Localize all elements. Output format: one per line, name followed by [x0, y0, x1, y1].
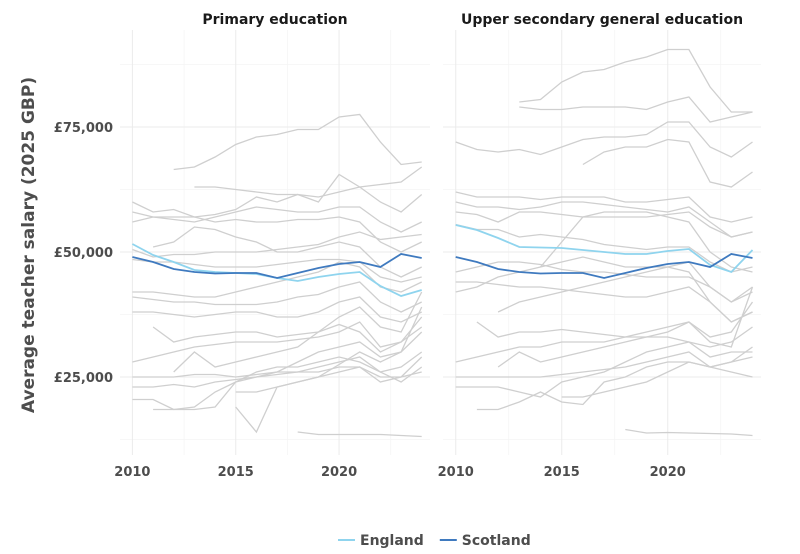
legend: England Scotland	[338, 533, 531, 549]
other-country-line	[455, 346, 753, 378]
panel-title: Primary education	[202, 12, 347, 28]
other-country-line	[455, 191, 753, 223]
other-country-line	[519, 48, 753, 113]
other-country-line	[153, 356, 423, 411]
x-tick-label: 2020	[650, 465, 686, 480]
other-country-line	[561, 356, 753, 398]
scotland-line	[455, 253, 753, 279]
other-country-line	[132, 366, 422, 388]
panel-primary: 2010 2015 2020 Primary education	[114, 12, 430, 480]
y-axis-title: Average teacher salary (2025 GBP)	[19, 77, 39, 413]
other-country-line	[173, 113, 422, 171]
other-country-line	[173, 291, 423, 373]
scotland-line	[132, 253, 422, 279]
other-country-line	[455, 201, 753, 238]
other-country-line	[152, 323, 423, 353]
other-country-line	[519, 96, 753, 123]
other-country-line	[455, 256, 753, 323]
other-country-line	[497, 286, 754, 368]
other-country-line	[455, 211, 753, 238]
y-tick-label: £75,000	[54, 121, 113, 136]
other-country-line	[625, 428, 753, 437]
other-country-line	[540, 211, 753, 273]
x-tick-label: 2020	[321, 465, 357, 480]
x-tick-label: 2010	[438, 465, 474, 480]
other-country-line	[132, 296, 422, 323]
other-country-line	[455, 341, 753, 398]
other-country-line	[235, 306, 423, 393]
other-country-line	[582, 138, 753, 188]
other-country-line	[132, 173, 423, 218]
other-country-line	[235, 356, 423, 434]
other-country-line	[297, 431, 422, 438]
england-line	[455, 224, 754, 274]
other-country-line	[132, 331, 423, 411]
legend-label-england: England	[360, 533, 424, 549]
other-country-line	[132, 206, 422, 233]
y-tick-label: £25,000	[54, 371, 113, 386]
other-country-line	[455, 121, 753, 158]
panel-upper-secondary: 2010 2015 2020 Upper secondary general educ…	[438, 12, 761, 480]
other-country-line	[455, 261, 753, 303]
panel-title: Upper secondary general education	[461, 12, 743, 28]
x-tick-label: 2010	[114, 465, 150, 480]
other-country-line	[152, 226, 422, 278]
other-country-line	[455, 281, 753, 323]
other-country-line	[455, 223, 753, 273]
other-country-line	[132, 216, 422, 253]
other-country-line	[132, 231, 422, 258]
x-tick-label: 2015	[218, 465, 254, 480]
other-country-line	[132, 258, 422, 283]
other-country-line	[132, 316, 423, 363]
x-tick-label: 2015	[544, 465, 580, 480]
other-country-line	[497, 261, 753, 313]
y-tick-label: £50,000	[54, 246, 113, 261]
other-country-line	[194, 166, 423, 198]
other-country-line	[476, 321, 753, 348]
other-country-line	[455, 301, 754, 363]
other-country-line	[132, 281, 422, 313]
legend-label-scotland: Scotland	[462, 533, 531, 549]
